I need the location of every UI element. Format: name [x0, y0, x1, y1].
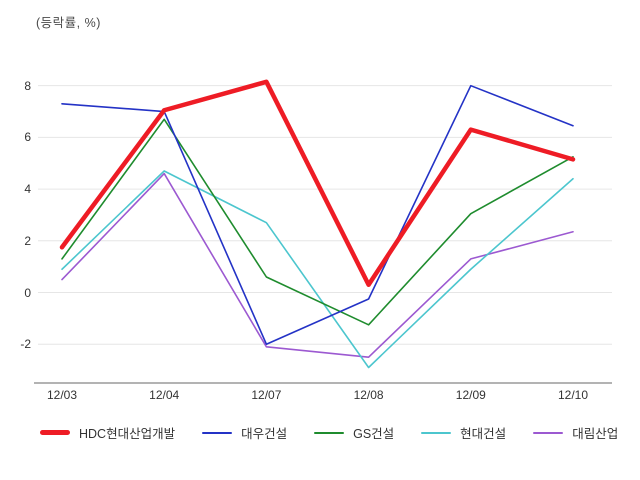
- legend-line-swatch-icon: [40, 430, 70, 435]
- legend-item-현대건설: 현대건설: [421, 423, 506, 442]
- series-line-현대건설: [61, 170, 574, 369]
- legend-label: GS건설: [353, 427, 395, 441]
- y-tick-label-4: 4: [24, 182, 31, 197]
- y-tick-label--2: -2: [20, 337, 31, 352]
- legend-item-GS건설: GS건설: [314, 423, 394, 442]
- series-line-대림산업: [61, 172, 574, 358]
- series-line-HDC현대산업개발: [59, 79, 576, 288]
- legend-label: 대림산업: [572, 427, 619, 441]
- legend-line-swatch-icon: [314, 431, 345, 434]
- legend-item-대림산업: 대림산업: [533, 423, 618, 442]
- legend-item-대우건설: 대우건설: [202, 423, 287, 442]
- legend-line-swatch-icon: [202, 431, 233, 434]
- x-label-12-09: 12/09: [455, 388, 486, 402]
- x-label-12-10: 12/10: [557, 388, 589, 402]
- chart-legend: HDC현대산업개발 대우건설 GS건설 현대건설 대림산업: [40, 423, 618, 442]
- legend-label: HDC현대산업개발: [79, 427, 176, 441]
- legend-label: 대우건설: [241, 427, 288, 441]
- y-tick-label-0: 0: [24, 285, 31, 300]
- legend-label: 현대건설: [460, 427, 507, 441]
- x-label-12-04: 12/04: [149, 388, 180, 402]
- legend-line-swatch-icon: [421, 431, 452, 434]
- x-label-12-08: 12/08: [353, 388, 384, 402]
- x-label-12-07: 12/07: [251, 388, 282, 402]
- y-tick-label-8: 8: [24, 78, 31, 93]
- y-tick-label-2: 2: [24, 233, 31, 248]
- x-label-12-03: 12/03: [46, 388, 78, 402]
- series-line-GS건설: [61, 118, 574, 326]
- chart-title: (등락률, %): [36, 16, 101, 30]
- series-line-대우건설: [61, 84, 574, 346]
- legend-item-HDC현대산업개발: HDC현대산업개발: [40, 423, 175, 442]
- legend-line-swatch-icon: [533, 431, 564, 434]
- y-tick-label-6: 6: [24, 130, 31, 145]
